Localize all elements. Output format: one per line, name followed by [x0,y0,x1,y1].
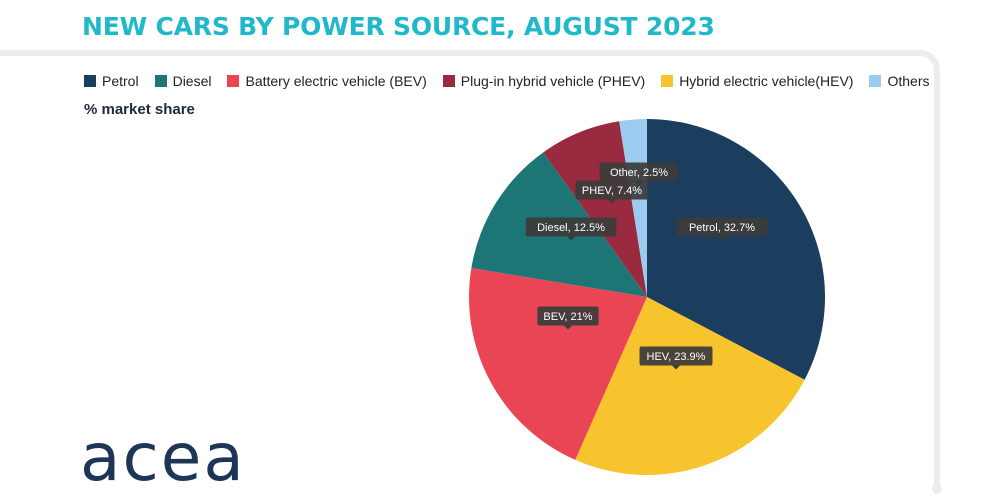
data-label-box [676,217,768,237]
frame-right-border [934,88,940,488]
legend-item-others[interactable]: Others [869,73,929,89]
data-label-pointer [635,181,643,186]
data-label-pointer [608,199,616,204]
legend-label: Battery electric vehicle (BEV) [245,73,427,89]
frame-end-dot [932,484,942,494]
chart-title: NEW CARS BY POWER SOURCE, AUGUST 2023 [82,12,715,41]
chart-subtitle: % market share [84,101,195,118]
data-label-text: Diesel, 12.5% [537,222,605,234]
data-label-box [639,346,713,366]
data-label-pointer [564,325,572,330]
data-label-text: Petrol, 32.7% [689,222,755,234]
data-label-petrol: Petrol, 32.7% [676,217,768,241]
pie-slice-hev[interactable] [575,297,805,476]
legend-swatch [442,75,455,87]
data-label-text: Other, 2.5% [610,167,668,179]
legend-swatch [869,75,882,87]
legend-swatch [227,75,240,87]
pie-slice-petrol[interactable] [647,119,825,380]
data-label-text: PHEV, 7.4% [582,185,642,197]
data-label-phev: PHEV, 7.4% [575,180,649,204]
data-label-text: HEV, 23.9% [647,351,706,363]
legend-label: Hybrid electric vehicle(HEV) [679,73,854,89]
data-label-other: Other, 2.5% [599,162,679,186]
legend-item-hev[interactable]: Hybrid electric vehicle(HEV) [661,73,853,89]
legend-label: Petrol [102,73,139,89]
legend: Petrol Diesel Battery electric vehicle (… [84,73,945,89]
legend-swatch [154,75,167,87]
data-label-bev: BEV, 21% [537,306,599,330]
data-label-pointer [567,236,575,241]
legend-label: Plug-in hybrid vehicle (PHEV) [460,73,646,89]
data-label-box [599,162,679,182]
acea-logo: acea [80,419,246,496]
data-label-text: BEV, 21% [543,311,592,323]
pie-slice-bev[interactable] [468,268,647,460]
data-label-box [575,180,649,200]
legend-item-diesel[interactable]: Diesel [154,73,212,89]
legend-label: Diesel [172,73,212,89]
frame-corner [900,50,940,90]
legend-item-phev[interactable]: Plug-in hybrid vehicle (PHEV) [442,73,646,89]
data-label-box [537,306,599,326]
legend-label: Others [887,73,930,89]
data-label-box [525,217,617,237]
data-label-diesel: Diesel, 12.5% [525,217,617,241]
data-label-hev: HEV, 23.9% [639,346,713,370]
data-label-pointer [718,236,726,241]
legend-swatch [661,75,674,87]
data-label-pointer [672,365,680,370]
legend-item-petrol[interactable]: Petrol [84,73,139,89]
legend-item-bev[interactable]: Battery electric vehicle (BEV) [227,73,427,89]
legend-swatch [84,75,96,87]
frame-top-border [0,50,918,56]
